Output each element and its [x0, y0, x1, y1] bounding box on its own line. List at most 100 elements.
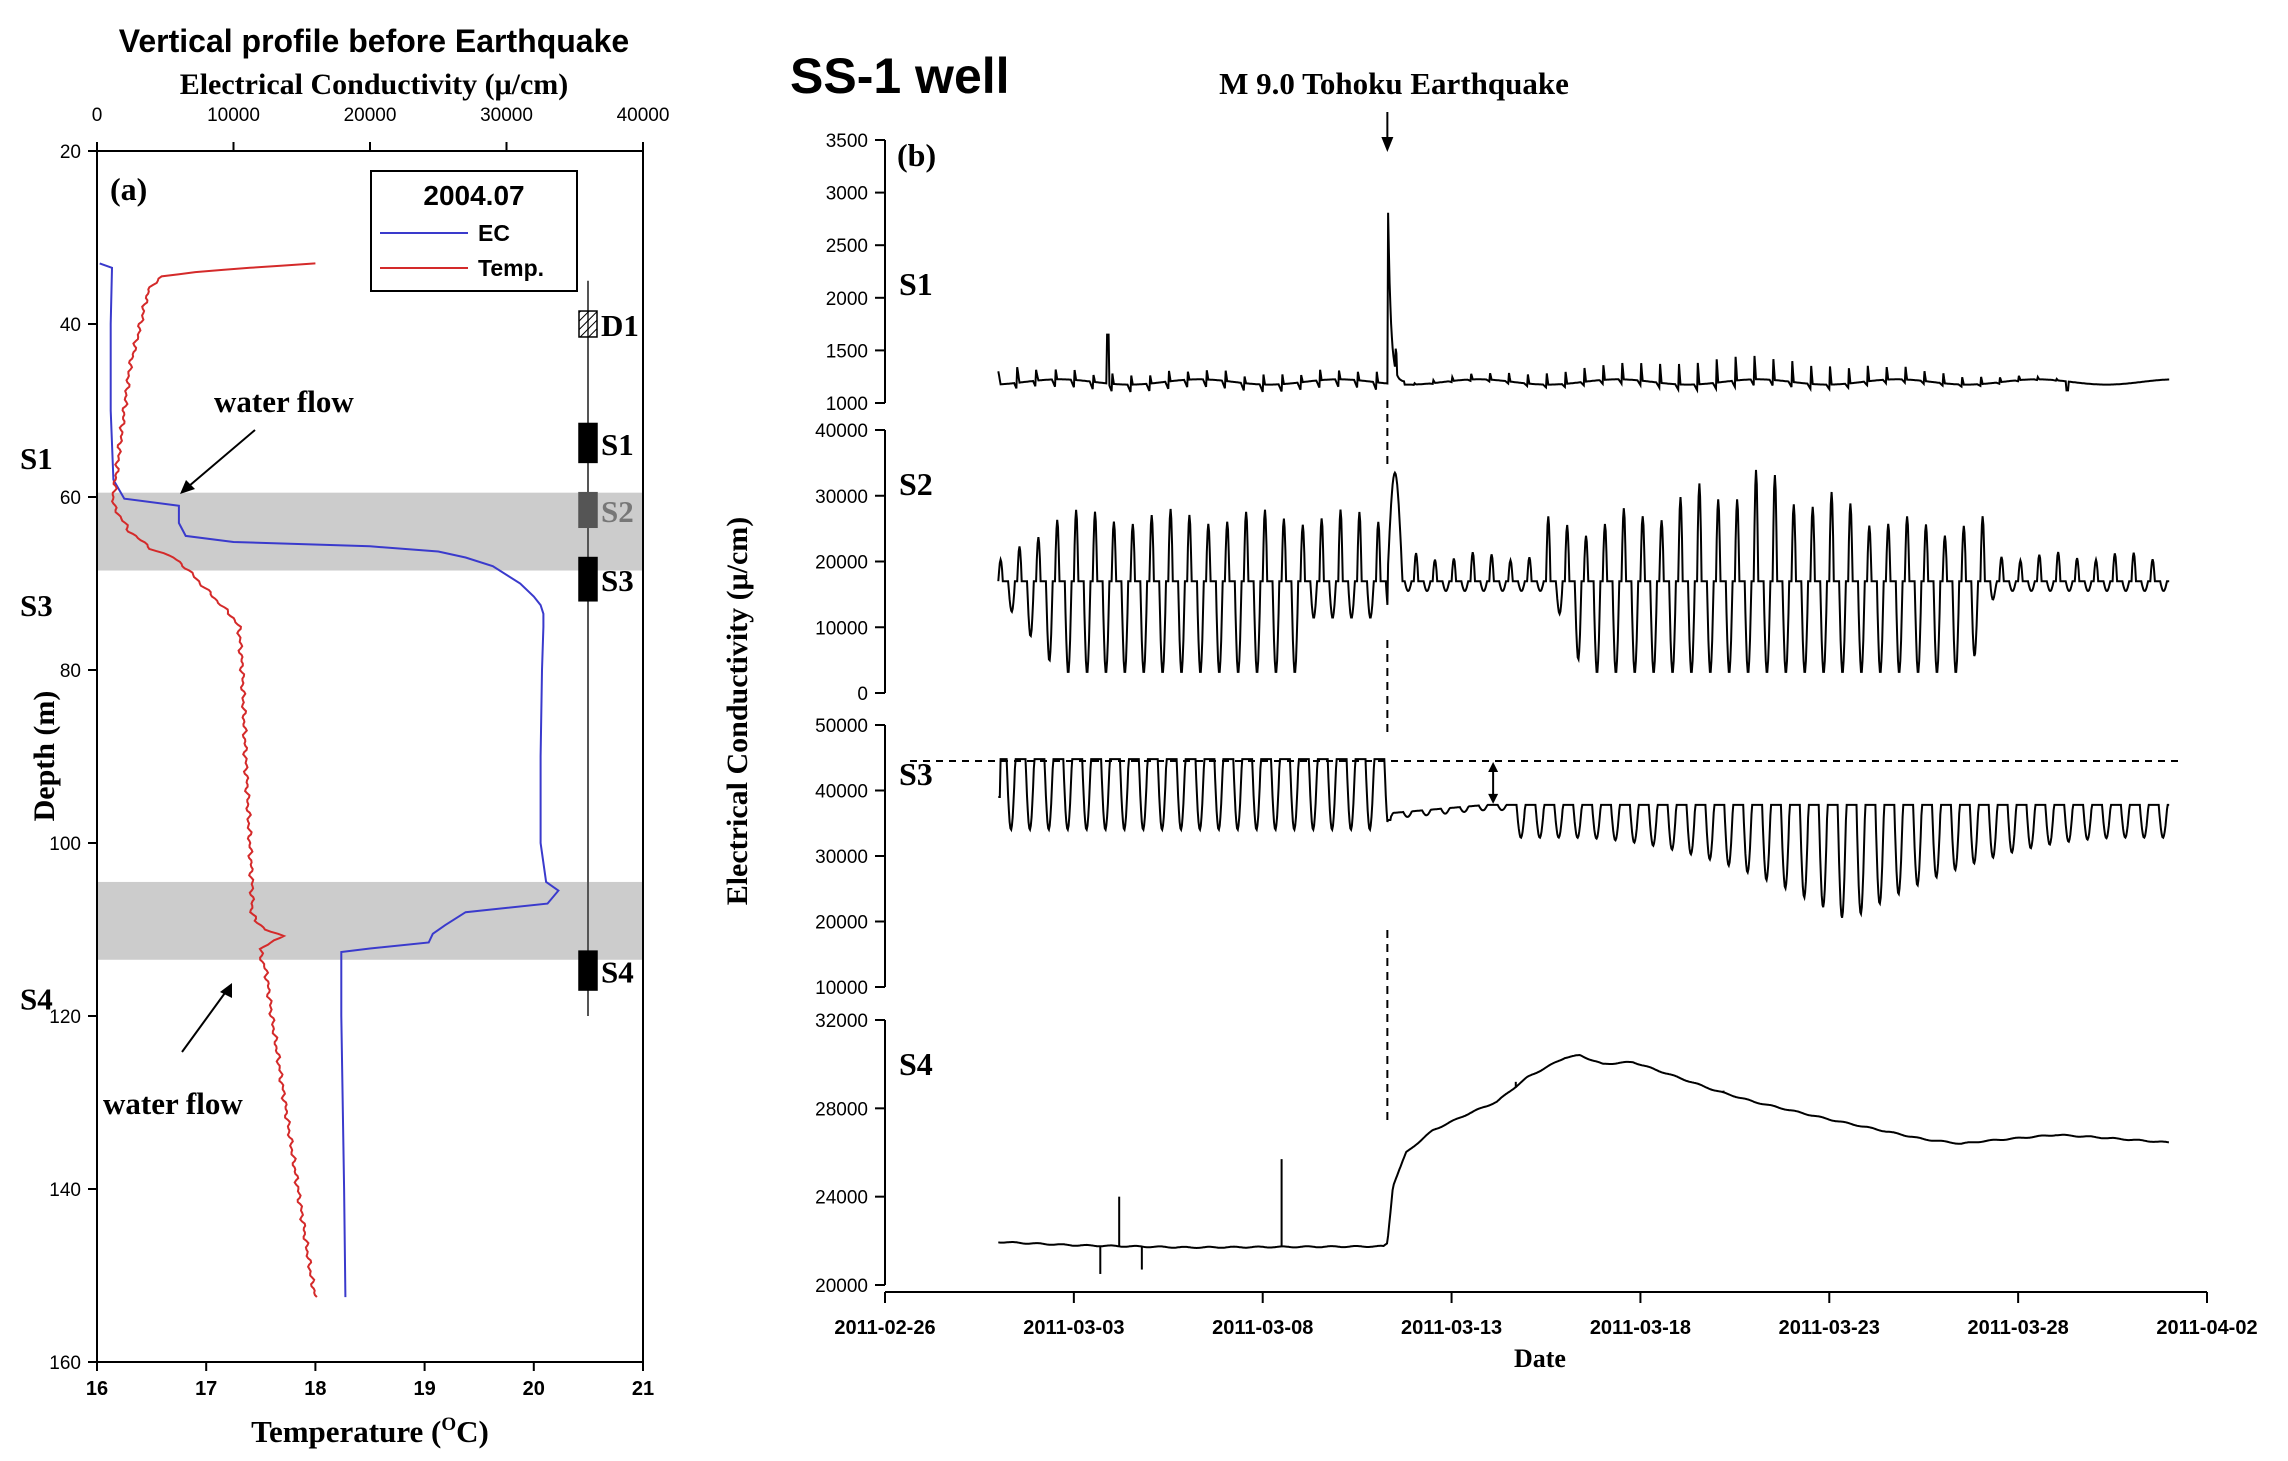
earthquake-arrow-head	[1381, 137, 1394, 152]
subplot-s4-series	[998, 1053, 2170, 1250]
panel-a-label: (a)	[110, 171, 147, 207]
ec-tick-label: 20000	[344, 105, 397, 126]
subplot-y-tick-label: 3500	[826, 131, 868, 152]
depth-ticks: 20 40 60 80 100 120 140 160	[49, 142, 97, 1374]
subplot-y-tick-label: 20000	[815, 913, 868, 934]
date-tick-label: 2011-03-28	[1968, 1317, 2069, 1339]
ec-tick-label: 10000	[207, 105, 260, 126]
temperature-tick-label: 20	[523, 1378, 545, 1400]
legend-ec-label: EC	[478, 220, 510, 246]
well-column: D1 S1 S2 S3 S4	[578, 280, 639, 1016]
shaded-bands	[97, 492, 643, 960]
s3-offset-arrowhead-top	[1488, 762, 1499, 773]
side-label-s1: S1	[20, 441, 53, 476]
subplot-s3-series	[998, 758, 2170, 918]
ec-tick-label: 30000	[480, 105, 533, 126]
subplot-y-tick-label: 32000	[815, 1011, 868, 1032]
temperature-ticks: 16 17 18 19 20 21	[86, 1362, 654, 1400]
depth-tick-label: 140	[49, 1180, 81, 1201]
subplot-y-tick-label: 2000	[826, 289, 868, 310]
water-flow-annotation-upper: water flow	[214, 384, 354, 419]
legend-box	[370, 170, 578, 292]
subplot-s2-series	[997, 469, 2170, 673]
depth-tick-label: 20	[60, 142, 81, 163]
date-tick-label: 2011-03-18	[1590, 1317, 1691, 1339]
subplot-name-s1: S1	[899, 266, 933, 302]
date-tick-label: 2011-03-23	[1779, 1317, 1880, 1339]
depth-tick-label: 60	[60, 488, 81, 509]
ec-profile-line	[99, 262, 560, 1298]
subplot-y-tick-label: 30000	[815, 847, 868, 868]
profile-lines	[99, 262, 560, 1298]
panel-a-ec-axis-label: Electrical Conductivity (μ/cm)	[180, 68, 569, 101]
date-tick-label: 2011-03-03	[1023, 1317, 1124, 1339]
subplot-y-tick-label: 20000	[815, 553, 868, 574]
water-flow-arrow-upper	[181, 429, 256, 493]
panel-a-profile: Vertical profile before Earthquake Elect…	[20, 23, 669, 1449]
subplot-y-tick-label: 20000	[815, 1276, 868, 1297]
panel-b-timeseries: SS-1 well M 9.0 Tohoku Earthquake (b) 10…	[721, 48, 2258, 1373]
subplot-s4: 20000 24000 28000 32000 S4	[815, 1011, 2170, 1297]
sensor-s4	[578, 950, 598, 991]
side-labels: S1 S3 S4	[20, 441, 53, 1017]
temperature-profile-line	[110, 262, 318, 1298]
temperature-tick-label: 21	[632, 1378, 654, 1400]
temperature-axis-label-sup: O	[441, 1414, 456, 1435]
subplot-y-tick-label: 10000	[815, 618, 868, 639]
earthquake-event-label: M 9.0 Tohoku Earthquake	[1219, 66, 1569, 101]
temperature-axis-label-end: C)	[456, 1414, 489, 1449]
subplot-y-tick-label: 40000	[815, 421, 868, 442]
temperature-tick-label: 17	[195, 1378, 217, 1400]
subplot-name-s2: S2	[899, 466, 933, 502]
s3-offset-arrowhead-bottom	[1488, 793, 1499, 804]
water-flow-arrowhead-lower	[220, 983, 232, 998]
legend-title: 2004.07	[423, 180, 524, 211]
subplot-name-s4: S4	[899, 1046, 933, 1082]
subplot-s1: 1000 1500 2000 2500 3000 3500 S1	[826, 131, 2170, 415]
side-label-s3: S3	[20, 588, 53, 623]
water-zone-band	[97, 881, 643, 960]
date-tick-label: 2011-04-02	[2156, 1317, 2257, 1339]
ec-ticks: 0 10000 20000 30000 40000	[92, 105, 669, 151]
depth-tick-label: 40	[60, 315, 81, 336]
sensor-label-s3: S3	[601, 563, 634, 598]
panel-a-title: Vertical profile before Earthquake	[119, 23, 629, 59]
sensor-s1	[578, 422, 598, 464]
subplot-s2: 0 10000 20000 30000 40000 S2	[815, 421, 2170, 705]
subplot-y-tick-label: 2500	[826, 236, 868, 257]
earthquake-arrow	[1381, 112, 1394, 152]
depth-axis-label: Depth (m)	[28, 691, 61, 822]
depth-tick-label: 100	[49, 834, 81, 855]
panel-b-title: SS-1 well	[790, 48, 1010, 104]
water-flow-arrowhead-upper	[180, 480, 195, 494]
depth-tick-label: 80	[60, 661, 81, 682]
subplot-y-tick-label: 24000	[815, 1188, 868, 1209]
sensor-s2	[578, 491, 598, 529]
sensor-label-d1: D1	[601, 308, 639, 343]
water-flow-annotation-lower: water flow	[103, 1086, 243, 1121]
legend: 2004.07 EC Temp.	[370, 170, 578, 292]
date-tick-label: 2011-03-08	[1212, 1317, 1313, 1339]
subplot-y-tick-label: 30000	[815, 487, 868, 508]
water-flow-arrow-lower	[181, 985, 231, 1053]
subplots: 1000 1500 2000 2500 3000 3500 S1 0 10000 20000 300…	[815, 131, 2178, 1297]
side-label-s4: S4	[20, 982, 53, 1017]
date-tick-label: 2011-03-13	[1401, 1317, 1502, 1339]
date-axis: 2011-02-26 2011-03-03 2011-03-08 2011-03-13…	[834, 1291, 2258, 1339]
subplot-y-tick-label: 1000	[826, 394, 868, 415]
legend-temp-label: Temp.	[478, 255, 544, 281]
sensor-d1	[578, 310, 598, 338]
depth-tick-label: 120	[49, 1007, 81, 1028]
sensor-s3	[578, 556, 598, 602]
date-tick-label: 2011-02-26	[834, 1317, 935, 1339]
subplot-y-tick-label: 40000	[815, 782, 868, 803]
subplot-y-tick-label: 0	[857, 684, 868, 705]
depth-tick-label: 160	[49, 1353, 81, 1374]
sensor-label-s1: S1	[601, 427, 634, 462]
subplot-y-tick-label: 3000	[826, 184, 868, 205]
date-axis-label: Date	[1514, 1344, 1566, 1373]
subplot-y-tick-label: 1500	[826, 341, 868, 362]
temperature-tick-label: 16	[86, 1378, 108, 1400]
